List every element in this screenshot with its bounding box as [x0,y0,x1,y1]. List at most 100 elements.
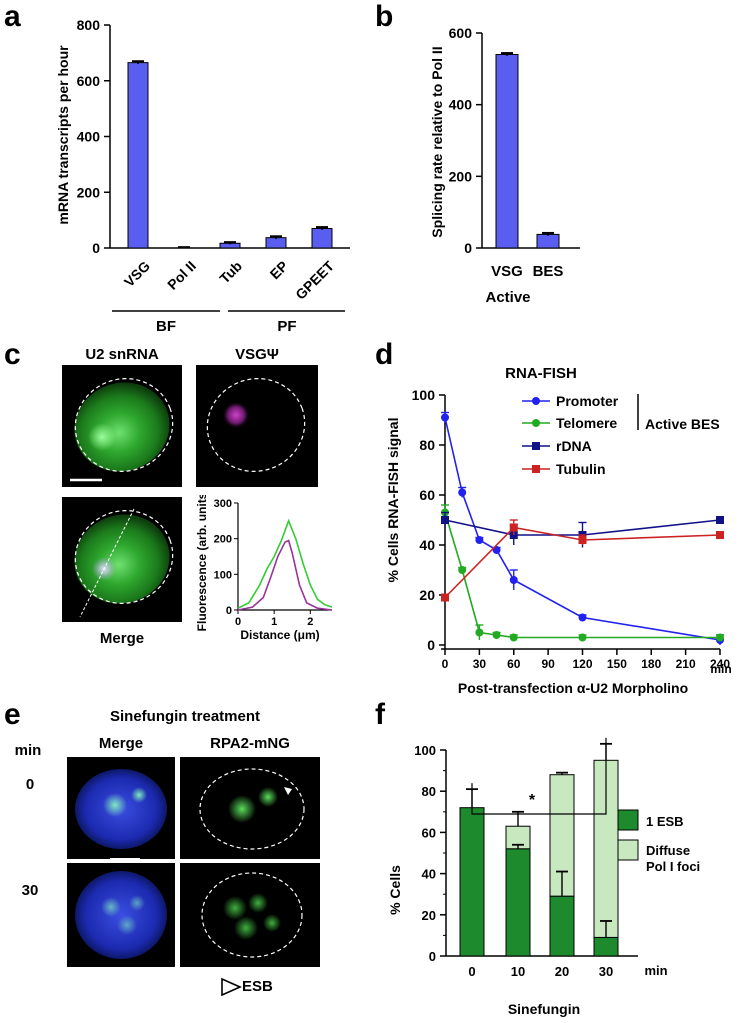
d-point-promoter [458,488,467,497]
b-bar [536,233,560,249]
f-bar-1esb [549,895,575,957]
e-row-30: 30 [21,882,39,899]
f-xunit: min [644,963,667,978]
d-point-telomere [475,628,484,637]
d-ytick-label: 60 [419,487,435,503]
panel-letter-f: f [375,698,385,731]
chart-b-ylabel: Splicing rate relative to Pol II [429,46,445,237]
a-bar [311,227,333,249]
f-ytick-label: 60 [422,825,436,840]
f-significance-bracket [471,737,607,815]
f-ytick-label: 20 [422,908,436,923]
e-row-0: 0 [25,776,35,793]
d-xtick-label: 240 [710,657,730,671]
a-ytick-label: 200 [77,184,101,200]
f-legend-polfoci: Pol I foci [646,859,700,874]
a-ytick-label: 400 [77,129,101,145]
a-category-label: Tub [216,258,245,287]
chart-c-profile: Fluorescence (arb. units) Distance (μm) … [195,495,333,642]
c-profile-line-0 [237,518,333,609]
d-legend-tubulin: Tubulin [556,461,606,477]
d-ytick-label: 40 [419,537,435,553]
d-xtick-label: 180 [641,657,661,671]
d-point-telomere [716,633,724,642]
d-xlabel: Post-transfection α-U2 Morpholino [458,680,688,696]
chart-d-rnafish: RNA-FISH % Cells RNA-FISH signal Post-tr… [385,365,732,696]
c-profile-ytick-label: 100 [214,569,232,581]
e-legend-esb: ESB [242,978,273,995]
a-bar [127,62,149,249]
d-line-tubulin [444,526,721,599]
a-ytick-label: 800 [77,17,101,33]
panel-letter-d: d [375,338,394,371]
f-ytick-label: 0 [429,949,436,964]
a-group-pf: PF [277,318,296,335]
d-legend-telomere: Telomere [556,415,617,431]
panel-letter-e: e [4,698,21,731]
f-legend-swatch-1esb [617,809,639,831]
d-xtick-label: 210 [676,657,696,671]
e-title: Sinefungin treatment [109,708,260,725]
d-point-promoter [475,536,484,544]
f-ytick-label: 100 [414,743,436,758]
d-legend-marker [532,442,540,450]
d-legend-marker [532,419,540,427]
chart-f-sinefungin: % Cells Sinefungin min * 1 ESB Diffuse P… [387,737,700,1017]
d-legend-rdna: rDNA [556,438,592,454]
e-image-rpa-30 [180,863,320,967]
d-ytick-label: 100 [412,387,436,403]
c-profile-ylabel: Fluorescence (arb. units) [195,495,209,631]
d-point-promoter [441,413,449,422]
f-ytick-label: 40 [422,867,436,882]
d-xtick-label: 0 [442,657,449,671]
d-xtick-label: 60 [507,657,521,671]
d-legend-marker [532,465,540,473]
d-point-tubulin [509,523,518,532]
c-profile-ytick-label: 300 [214,498,232,510]
a-group-bf: BF [156,318,176,335]
e-col-merge: Merge [98,735,144,752]
e-col-rpa: RPA2-mNG [210,735,290,752]
panel-letter-a: a [4,0,21,33]
d-point-rdna [716,516,724,524]
d-xunit: min [710,662,731,676]
c-profile-xtick-label: 0 [235,616,241,628]
d-ytick-label: 0 [427,637,435,653]
d-point-tubulin [578,536,587,544]
f-bar-1esb [505,848,531,957]
c-profile-ytick-label: 0 [226,605,232,617]
f-ytick-label: 80 [422,784,436,799]
d-legend-marker [532,397,540,405]
d-point-promoter [509,576,518,584]
d-xtick-label: 120 [572,657,592,671]
c-image-merge [62,497,182,622]
f-bar-1esb [459,807,485,957]
b-ytick-label: 400 [449,97,473,113]
d-ytick-label: 20 [419,587,435,603]
f-legend-1esb: 1 ESB [646,814,684,829]
c-title-vsg: VSGΨ [235,346,279,363]
b-ytick-label: 200 [449,168,473,184]
d-point-telomere [458,566,467,574]
d-ylabel: % Cells RNA-FISH signal [385,418,401,583]
d-bracket-label: Active BES [645,416,720,432]
b-ytick-label: 600 [449,25,473,41]
a-category-label: GPEET [292,257,337,302]
e-image-merge-30 [67,863,175,967]
c-image-u2-snrna [62,365,182,487]
a-category-label: VSG [121,258,153,290]
f-category-label: 0 [468,964,475,979]
chart-b-xlabel: Active [485,289,530,306]
d-xtick-label: 90 [541,657,555,671]
esb-open-arrow-icon [221,977,242,997]
d-point-promoter [578,613,587,622]
c-profile-xtick-label: 2 [307,616,313,628]
d-point-telomere [578,633,587,642]
c-title-merge: Merge [99,630,145,647]
b-bar [495,54,519,249]
d-line-rdna [444,519,721,536]
b-ytick-label: 0 [464,240,472,256]
a-ytick-label: 0 [92,240,100,256]
f-significance: * [529,792,536,809]
d-legend-promoter: Promoter [556,393,619,409]
